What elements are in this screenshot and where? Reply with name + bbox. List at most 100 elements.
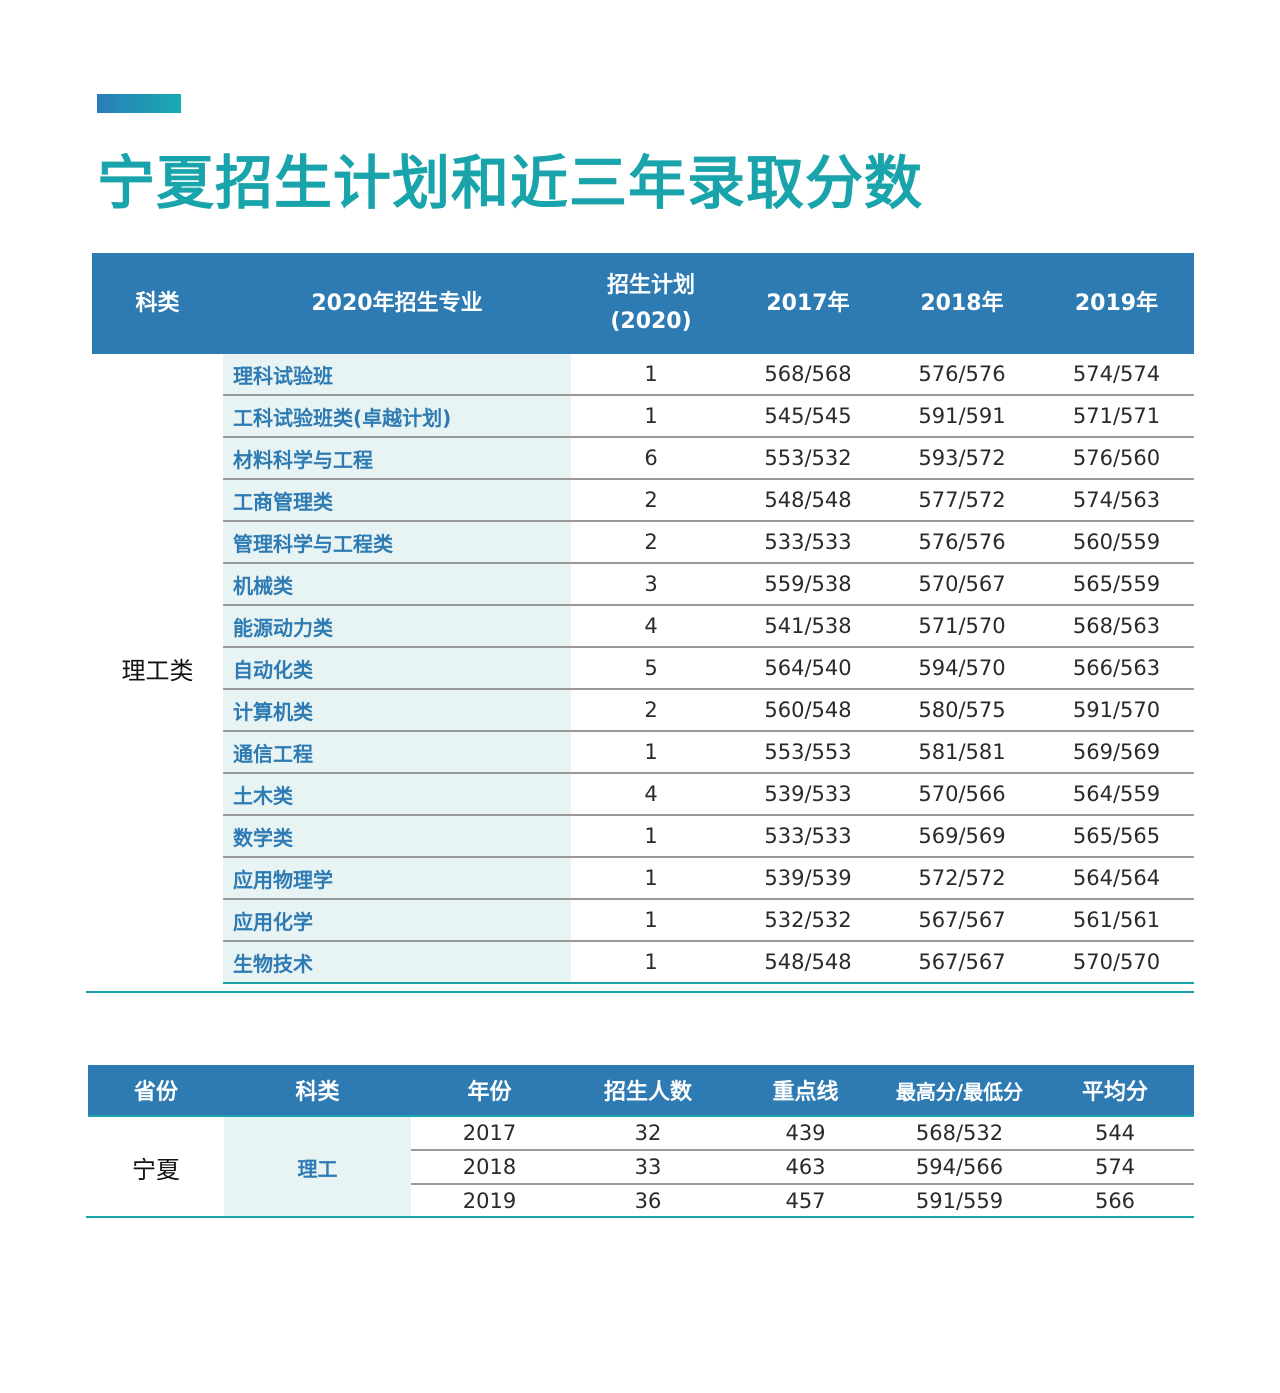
major-cell: 理科试验班: [223, 354, 571, 396]
table1-bottom-rule: [86, 991, 1194, 993]
plan-cell: 1: [571, 899, 731, 942]
table-row: 数学类 1 533/533 569/569 565/565: [92, 815, 1194, 858]
score-2019-cell: 576/560: [1039, 437, 1194, 480]
page-title: 宁夏招生计划和近三年录取分数: [97, 149, 924, 217]
table-row: 工科试验班类(卓越计划) 1 545/545 591/591 571/571: [92, 395, 1194, 438]
header-year: 年份: [411, 1065, 568, 1117]
table-row: 理工类 理科试验班 1 568/568 576/576 574/574: [92, 354, 1194, 983]
score-2017-cell: 548/548: [731, 941, 885, 984]
score-2018-cell: 580/575: [885, 689, 1039, 732]
plan-cell: 2: [571, 521, 731, 564]
table2-bottom-rule: [86, 1216, 1194, 1218]
header-category: 科类: [92, 253, 223, 354]
header-plan: 招生计划 (2020): [571, 253, 731, 354]
score-2018-cell: 570/566: [885, 773, 1039, 816]
score-2018-cell: 572/572: [885, 857, 1039, 900]
score-2017-cell: 533/533: [731, 815, 885, 858]
header-plan-line1: 招生计划: [606, 272, 695, 298]
score-2017-cell: 545/545: [731, 395, 885, 438]
score-2019-cell: 569/569: [1039, 731, 1194, 774]
score-2018-cell: 567/567: [885, 941, 1039, 984]
major-cell: 应用物理学: [223, 857, 571, 900]
plan-cell: 1: [571, 941, 731, 984]
score-2018-cell: 576/576: [885, 521, 1039, 564]
header-2019: 2019年: [1039, 253, 1194, 354]
table-row: 2019 36 457 591/559 566: [88, 1184, 1194, 1217]
score-2018-cell: 576/576: [885, 354, 1039, 396]
key-line-cell: 439: [728, 1116, 883, 1151]
table-row: 能源动力类 4 541/538 571/570 568/563: [92, 605, 1194, 648]
score-2018-cell: 577/572: [885, 479, 1039, 522]
score-2018-cell: 591/591: [885, 395, 1039, 438]
major-cell: 材料科学与工程: [223, 437, 571, 480]
score-2017-cell: 532/532: [731, 899, 885, 942]
score-2019-cell: 571/571: [1039, 395, 1194, 438]
table-row: 机械类 3 559/538 570/567 565/559: [92, 563, 1194, 606]
header-2017: 2017年: [731, 253, 885, 354]
average-cell: 574: [1036, 1150, 1194, 1185]
score-2019-cell: 568/563: [1039, 605, 1194, 648]
year-cell: 2017: [411, 1116, 568, 1151]
major-cell: 数学类: [223, 815, 571, 858]
category-cell: 理工: [224, 1116, 411, 1217]
score-2019-cell: 561/561: [1039, 899, 1194, 942]
plan-cell: 1: [571, 815, 731, 858]
major-cell: 土木类: [223, 773, 571, 816]
plan-cell: 1: [571, 395, 731, 438]
max-min-cell: 568/532: [883, 1116, 1036, 1151]
table-row: 宁夏 理工 2017 32 439 568/532 544: [88, 1116, 1194, 1217]
title-accent-bar: [97, 94, 181, 113]
score-2017-cell: 541/538: [731, 605, 885, 648]
key-line-cell: 457: [785, 1189, 826, 1213]
major-cell: 生物技术: [223, 941, 571, 984]
header-province: 省份: [88, 1065, 224, 1117]
header-plan-line2: (2020): [610, 308, 692, 334]
score-2018-cell: 569/569: [885, 815, 1039, 858]
plan-cell: 1: [571, 354, 731, 396]
enrolled-cell: 32: [568, 1116, 728, 1151]
plan-cell: 6: [571, 437, 731, 480]
table-row: 管理科学与工程类 2 533/533 576/576 560/559: [92, 521, 1194, 564]
header-2018: 2018年: [885, 253, 1039, 354]
major-cell: 能源动力类: [223, 605, 571, 648]
plan-cell: 1: [571, 731, 731, 774]
score-2017-cell: 533/533: [731, 521, 885, 564]
header-enrolled: 招生人数: [568, 1065, 728, 1117]
score-2017-cell: 568/568: [731, 354, 885, 396]
score-2017-cell: 553/532: [731, 437, 885, 480]
plan-cell: 2: [571, 479, 731, 522]
score-2018-cell: 567/567: [885, 899, 1039, 942]
admission-plan-table: 科类 2020年招生专业 招生计划 (2020) 2017年 2018年 201…: [92, 253, 1194, 984]
score-2019-cell: 565/565: [1039, 815, 1194, 858]
score-2018-cell: 570/567: [885, 563, 1039, 606]
score-2017-cell: 539/539: [731, 857, 885, 900]
table-row: 生物技术 1 548/548 567/567 570/570: [92, 941, 1194, 984]
header-average: 平均分: [1036, 1065, 1194, 1117]
score-2019-cell: 560/559: [1039, 521, 1194, 564]
year-cell: 2018: [411, 1150, 568, 1185]
average-cell: 566: [1094, 1189, 1136, 1213]
admission-score-table: 省份 科类 年份 招生人数 重点线 最高分/最低分 平均分 宁夏 理工 2017 32…: [88, 1065, 1194, 1217]
table-row: 土木类 4 539/533 570/566 564/559: [92, 773, 1194, 816]
major-cell: 自动化类: [223, 647, 571, 690]
score-2019-cell: 570/570: [1039, 941, 1194, 984]
score-2018-cell: 594/570: [885, 647, 1039, 690]
plan-cell: 5: [571, 647, 731, 690]
score-2018-cell: 593/572: [885, 437, 1039, 480]
score-2019-cell: 565/559: [1039, 563, 1194, 606]
major-cell: 计算机类: [223, 689, 571, 732]
table-row: 材料科学与工程 6 553/532 593/572 576/560: [92, 437, 1194, 480]
major-cell: 管理科学与工程类: [223, 521, 571, 564]
enrolled-cell: 36: [634, 1189, 662, 1213]
category-cell: 理工类: [92, 354, 223, 983]
table-row: 2018 33 463 594/566 574: [88, 1150, 1194, 1185]
max-min-cell: 591/559: [915, 1189, 1004, 1213]
score-2017-cell: 564/540: [731, 647, 885, 690]
score-2017-cell: 548/548: [731, 479, 885, 522]
year-cell: 2019: [462, 1189, 517, 1213]
plan-cell: 2: [571, 689, 731, 732]
score-2017-cell: 560/548: [731, 689, 885, 732]
header-max-min: 最高分/最低分: [883, 1065, 1036, 1117]
table-row: 应用化学 1 532/532 567/567 561/561: [92, 899, 1194, 942]
major-cell: 工科试验班类(卓越计划): [223, 395, 571, 438]
